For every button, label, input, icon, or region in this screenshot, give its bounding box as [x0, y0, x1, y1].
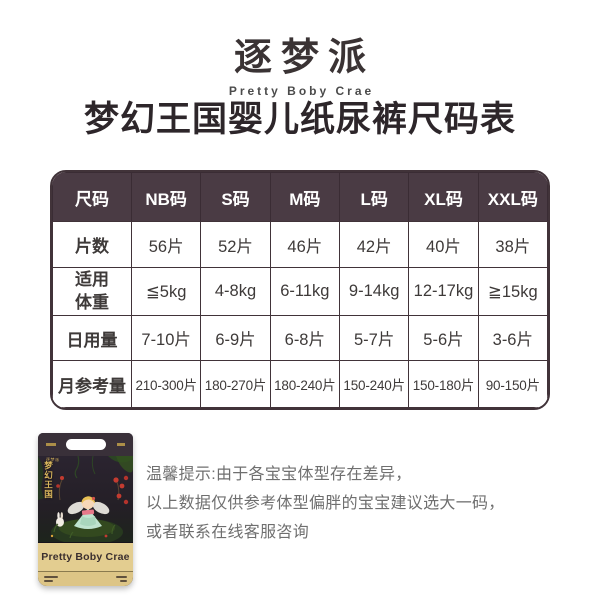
package-top-right-text	[117, 443, 125, 446]
table-cell: ≦5kg	[130, 267, 202, 316]
package-brand-text: Pretty Boby Crae	[41, 551, 130, 563]
header-cell-m: M码	[269, 172, 340, 222]
table-cell: 56片	[130, 221, 202, 268]
notice-line-3: 或者联系在线客服咨询	[146, 524, 310, 541]
table-cell: 42片	[338, 221, 410, 268]
row-label-weight: 适用体重	[52, 267, 132, 316]
package-info-bar	[116, 576, 127, 579]
fairy-illustration-svg	[38, 456, 133, 542]
table-cell: 6-11kg	[269, 267, 340, 316]
table-row-pieces: 片数 56片 52片 46片 42片 40片 38片	[52, 221, 548, 268]
header-cell-s: S码	[200, 172, 271, 222]
table-cell: ≧15kg	[477, 267, 548, 316]
table-row-weight: 适用体重 ≦5kg 4-8kg 6-11kg 9-14kg 12-17kg ≧1…	[52, 267, 548, 316]
table-cell: 9-14kg	[338, 267, 410, 316]
size-table-grid: 尺码 NB码 S码 M码 L码 XL码 XXL码 片数 56片 52片 46片 …	[52, 172, 548, 408]
table-cell: 46片	[269, 221, 340, 268]
table-cell: 90-150片	[477, 360, 548, 408]
notice-line-2: 以上数据仅供参考体型偏胖的宝宝建议选大一码，	[146, 495, 505, 512]
package-info-bar	[44, 576, 58, 579]
package-top-band	[38, 433, 133, 456]
header-cell-xxl: XXL码	[477, 172, 548, 222]
package-info-right	[116, 576, 127, 582]
table-cell: 180-240片	[269, 360, 340, 408]
row-label-weight-text: 适用体重	[74, 270, 109, 312]
table-row-monthly: 月参考量 210-300片 180-270片 180-240片 150-240片…	[52, 360, 548, 408]
brand-name: 逐梦派	[233, 37, 375, 79]
header-cell-xl: XL码	[408, 172, 479, 222]
table-cell: 6-9片	[200, 315, 271, 361]
table-cell: 40片	[408, 221, 479, 268]
table-cell: 38片	[477, 221, 548, 268]
row-label-monthly: 月参考量	[52, 360, 132, 408]
fairy-illustration: 逐梦派 梦幻王国	[38, 456, 133, 542]
brand-subtitle: Pretty Boby Crae	[228, 84, 375, 98]
package-vertical-brand: 逐梦派	[46, 457, 60, 462]
package-info-left	[44, 576, 58, 582]
package-info-bar	[44, 579, 53, 582]
brand-logo: 逐梦派 Pretty Boby Crae	[0, 26, 600, 98]
table-cell: 180-270片	[200, 360, 271, 408]
table-cell: 3-6片	[477, 315, 548, 361]
row-label-daily: 日用量	[52, 315, 132, 361]
package-brand-band: Pretty Boby Crae	[38, 542, 133, 571]
product-package-image: 逐梦派 梦幻王国 Pretty Boby Crae	[38, 433, 133, 586]
table-cell: 150-180片	[408, 360, 479, 408]
size-table-header-row: 尺码 NB码 S码 M码 L码 XL码 XXL码	[52, 172, 548, 222]
table-cell: 210-300片	[130, 360, 202, 408]
notice-line-1: 温馨提示:由于各宝宝体型存在差异，	[146, 466, 412, 483]
table-cell: 5-7片	[338, 315, 410, 361]
header-cell-l: L码	[338, 172, 410, 222]
table-cell: 7-10片	[130, 315, 202, 361]
table-cell: 5-6片	[408, 315, 479, 361]
package-top-left-text	[46, 443, 56, 446]
row-label-pieces: 片数	[52, 221, 132, 268]
table-row-daily: 日用量 7-10片 6-9片 6-8片 5-7片 5-6片 3-6片	[52, 315, 548, 361]
size-table: 尺码 NB码 S码 M码 L码 XL码 XXL码 片数 56片 52片 46片 …	[50, 170, 550, 410]
table-cell: 150-240片	[338, 360, 410, 408]
header-cell-nb: NB码	[130, 172, 202, 222]
package-info-bar	[120, 579, 127, 582]
header-cell-size: 尺码	[52, 172, 132, 222]
notice-text: 温馨提示:由于各宝宝体型存在差异， 以上数据仅供参考体型偏胖的宝宝建议选大一码，…	[146, 460, 561, 547]
package-handle	[65, 439, 106, 450]
table-cell: 6-8片	[269, 315, 340, 361]
table-cell: 4-8kg	[200, 267, 271, 316]
table-cell: 52片	[200, 221, 271, 268]
package-info-band	[38, 571, 133, 586]
page-title: 梦幻王国婴儿纸尿裤尺码表	[83, 100, 516, 139]
package-vertical-title: 梦幻王国	[43, 461, 54, 499]
table-cell: 12-17kg	[408, 267, 479, 316]
